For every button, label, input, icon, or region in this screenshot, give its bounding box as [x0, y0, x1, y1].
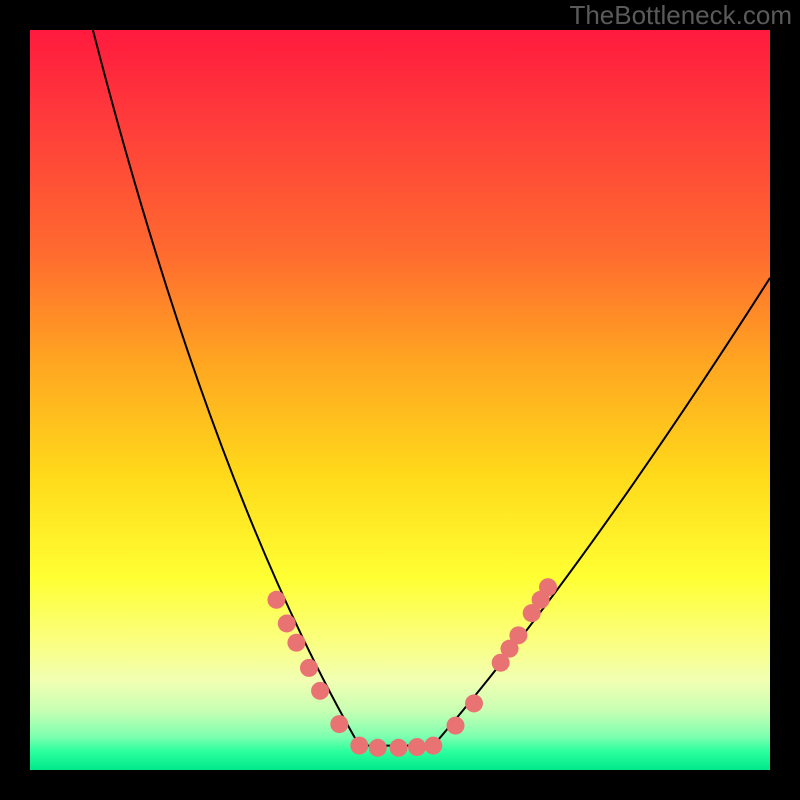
data-marker	[300, 659, 318, 677]
data-marker	[447, 717, 465, 735]
data-marker	[424, 737, 442, 755]
data-marker	[509, 626, 527, 644]
data-marker	[278, 614, 296, 632]
chart-svg	[30, 30, 770, 770]
data-marker	[267, 591, 285, 609]
watermark-text: TheBottleneck.com	[569, 0, 792, 31]
data-marker	[390, 739, 408, 757]
data-marker	[350, 737, 368, 755]
data-marker	[408, 738, 426, 756]
data-marker	[287, 634, 305, 652]
plot-area	[30, 30, 770, 770]
data-marker	[539, 578, 557, 596]
gradient-background	[30, 30, 770, 770]
data-marker	[465, 694, 483, 712]
data-marker	[369, 739, 387, 757]
data-marker	[311, 682, 329, 700]
data-marker	[330, 715, 348, 733]
